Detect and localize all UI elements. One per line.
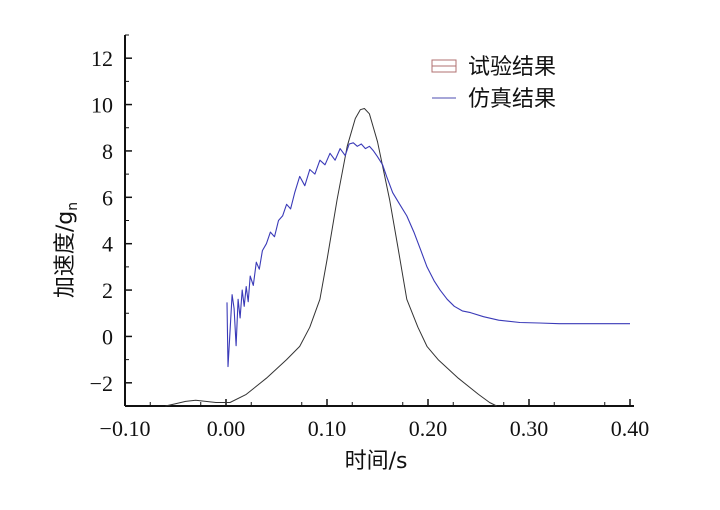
x-tick-label: 0.40 xyxy=(611,416,650,441)
simulation-result-line xyxy=(226,142,630,368)
y-tick-label: 8 xyxy=(102,139,113,164)
axes xyxy=(124,34,634,407)
y-tick-label: 10 xyxy=(91,93,113,118)
svg-text:加速度/gn: 加速度/gn xyxy=(53,202,81,298)
series-group xyxy=(165,108,630,407)
x-tick-label: 0.00 xyxy=(207,416,246,441)
legend-label-experiment: 试验结果 xyxy=(468,55,556,80)
x-tick-label: −0.10 xyxy=(100,416,151,441)
y-tick-label: −2 xyxy=(90,371,113,396)
x-tick-label: 0.10 xyxy=(308,416,347,441)
legend: 试验结果 仿真结果 xyxy=(431,55,556,112)
y-tick-label: 0 xyxy=(102,324,113,349)
x-tick-label: 0.30 xyxy=(510,416,549,441)
y-axis-label: 加速度/g xyxy=(53,211,78,298)
y-axis-label-subscript: n xyxy=(65,202,81,211)
y-tick-label: 6 xyxy=(102,185,113,210)
x-tick-label: 0.20 xyxy=(409,416,448,441)
x-axis-label: 时间/s xyxy=(345,449,408,474)
y-axis-label-group: 加速度/gn xyxy=(53,202,81,298)
y-tick-label: 12 xyxy=(91,46,113,71)
experiment-result-line xyxy=(165,108,497,407)
y-tick-label: 2 xyxy=(102,278,113,303)
legend-label-simulation: 仿真结果 xyxy=(468,87,556,112)
y-tick-label: 4 xyxy=(102,232,113,257)
tick-labels: −2 0 2 4 6 8 10 12 −0.10 0.00 0.10 0.20 0.30 0.40 xyxy=(90,46,650,441)
